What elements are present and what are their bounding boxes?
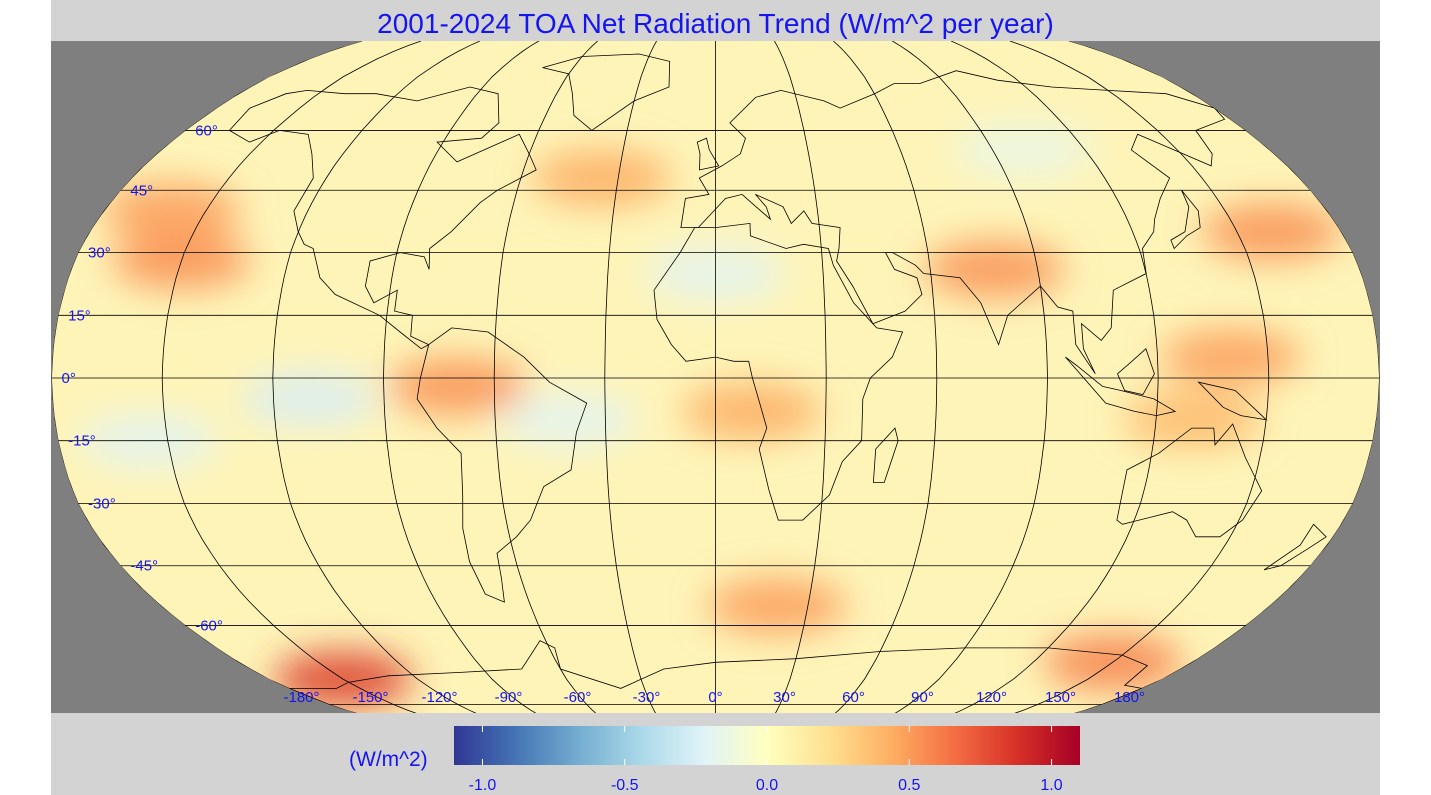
longitude-label: -30°: [633, 689, 661, 706]
coastlines: [228, 53, 1327, 705]
colorbar-tick-label: 0.5: [898, 777, 920, 794]
coastline-south-america: [416, 327, 588, 603]
figure: 2001-2024 TOA Net Radiation Trend (W/m^2…: [51, 0, 1380, 795]
trend-anomaly-blob: [707, 578, 848, 635]
longitude-line: [272, 41, 481, 713]
longitude-line: [891, 41, 1048, 713]
trend-anomaly-blob: [682, 383, 823, 440]
longitude-label: -180°: [283, 689, 319, 706]
coastline-australia: [1116, 423, 1263, 538]
latitude-labels: 60° 45° 30° 15° 0° -15° -30° -45° -60°: [62, 122, 223, 634]
coastline-british-isles: [696, 137, 720, 171]
latitude-label: 45°: [130, 182, 153, 199]
latitude-label: -15°: [68, 433, 96, 450]
trend-anomaly-blob: [498, 391, 639, 448]
trend-anomaly-blob: [1122, 391, 1263, 448]
longitude-label: 180°: [1114, 689, 1145, 706]
map-panel: 60° 45° 30° 15° 0° -15° -30° -45° -60° -180° -150…: [51, 41, 1380, 713]
longitude-line: [1009, 41, 1270, 713]
trend-field: [79, 121, 1342, 708]
longitude-label: 0°: [708, 689, 722, 706]
graticule: [51, 41, 1380, 713]
colorbar-tick-label: -0.5: [611, 777, 639, 794]
trend-anomaly-blob: [1161, 329, 1302, 386]
longitude-labels: -180° -150° -120° -90° -60° -30° 0° 30° 60° 90° 12…: [283, 689, 1145, 706]
latitude-label: 60°: [195, 122, 218, 139]
coastline-madagascar: [872, 427, 899, 483]
trend-anomaly-blob: [387, 358, 528, 415]
longitude-label: 60°: [842, 689, 865, 706]
longitude-label: 150°: [1045, 689, 1076, 706]
longitude-label: -60°: [564, 689, 592, 706]
longitude-label: 120°: [976, 689, 1007, 706]
longitude-label: 90°: [911, 689, 934, 706]
colorbar: -1.0 -0.5 0.0 0.5 1.0: [454, 726, 1080, 794]
coastline-north-america: [228, 86, 537, 350]
latitude-label: 0°: [62, 370, 76, 387]
latitude-label: -45°: [130, 558, 158, 575]
colorbar-ticks: -1.0 -0.5 0.0 0.5 1.0: [469, 726, 1063, 794]
trend-anomaly-blob: [924, 241, 1065, 298]
longitude-line: [833, 41, 938, 713]
longitude-line: [383, 41, 540, 713]
colorbar-tick-label: 0.0: [756, 777, 778, 794]
longitude-line: [950, 41, 1159, 713]
longitude-line: [493, 41, 598, 713]
map-title: 2001-2024 TOA Net Radiation Trend (W/m^2…: [377, 8, 1054, 39]
trend-anomaly-blob: [953, 121, 1094, 178]
colorbar-gradient: [454, 726, 1080, 765]
coastline-borneo: [1117, 347, 1155, 396]
longitude-label: -90°: [495, 689, 523, 706]
coastline-antarctica: [289, 640, 1149, 705]
colorbar-tick-label: 1.0: [1040, 777, 1062, 794]
longitude-label: -150°: [352, 689, 388, 706]
coastline-indonesia: [1065, 356, 1177, 417]
longitude-line: [161, 41, 422, 713]
latitude-label: -60°: [195, 618, 223, 635]
latitude-label: -30°: [88, 495, 116, 512]
trend-anomaly-blob: [1201, 203, 1342, 260]
colorbar-unit-label: (W/m^2): [349, 748, 428, 771]
longitude-line: [774, 41, 827, 713]
world-map[interactable]: 60° 45° 30° 15° 0° -15° -30° -45° -60° -180° -150…: [51, 41, 1380, 713]
coastline-eurasia: [680, 70, 1226, 375]
trend-anomaly-blob: [531, 150, 672, 207]
colorbar-tick-label: -1.0: [469, 777, 497, 794]
trend-anomaly-blob: [240, 370, 381, 427]
latitude-label: 30°: [88, 245, 111, 262]
trend-anomaly-blob: [101, 182, 242, 239]
longitude-line: [604, 41, 657, 713]
longitude-label: 30°: [773, 689, 796, 706]
coastline-new-guinea: [1197, 381, 1268, 421]
longitude-label: -120°: [421, 689, 457, 706]
latitude-label: 15°: [68, 307, 91, 324]
